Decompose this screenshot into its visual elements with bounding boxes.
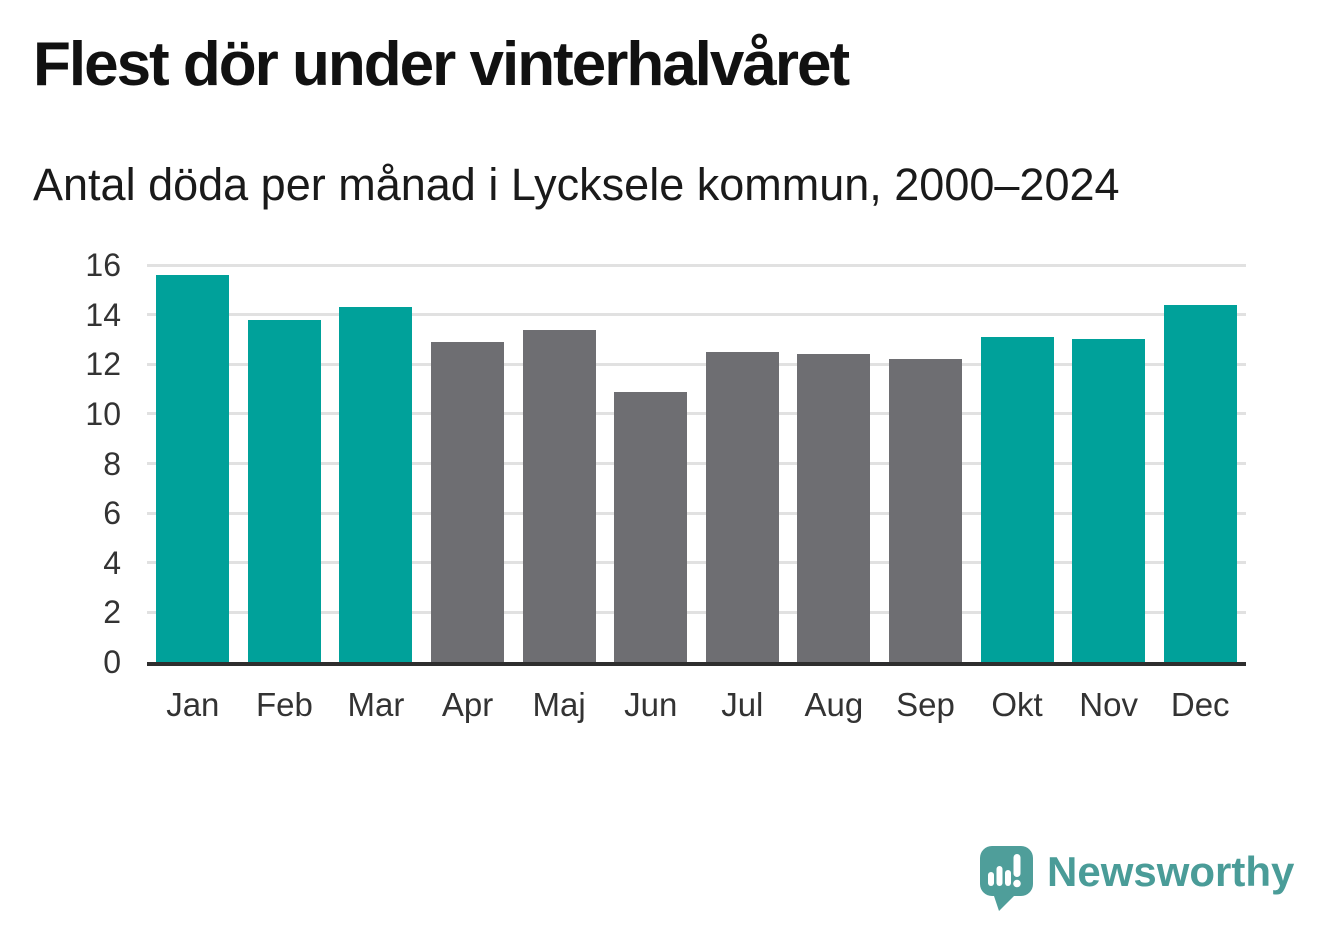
y-tick-label: 0 bbox=[103, 644, 121, 680]
x-tick-label: Dec bbox=[1170, 686, 1230, 723]
x-tick-label: Maj bbox=[532, 686, 586, 723]
bar-jul bbox=[705, 351, 779, 662]
x-tick-label: Nov bbox=[1079, 686, 1138, 723]
x-tick-label: Jun bbox=[624, 686, 678, 723]
icon-bar-medium bbox=[1005, 870, 1011, 886]
icon-bar-small bbox=[988, 872, 994, 886]
y-tick-label: 14 bbox=[85, 296, 121, 333]
bar-sep bbox=[888, 359, 962, 662]
bar-maj bbox=[522, 329, 596, 662]
bar-dec bbox=[1163, 304, 1237, 662]
y-tick-label: 16 bbox=[85, 247, 121, 283]
grid-line bbox=[147, 362, 1246, 366]
newsworthy-logo: Newsworthy bbox=[980, 846, 1294, 912]
x-tick-label: Okt bbox=[991, 686, 1043, 723]
x-tick-label: Mar bbox=[347, 686, 405, 723]
x-tick-label: Apr bbox=[441, 686, 494, 723]
y-tick-label: 8 bbox=[103, 445, 121, 482]
grid-line bbox=[147, 412, 1246, 416]
x-tick-label: Jul bbox=[721, 686, 764, 723]
x-tick-label: Jan bbox=[166, 686, 220, 723]
bar-jun bbox=[614, 391, 688, 662]
icon-bar-tall bbox=[996, 866, 1003, 886]
grid-line bbox=[147, 511, 1246, 515]
y-tick-label: 2 bbox=[103, 594, 121, 631]
chart-subtitle: Antal döda per månad i Lycksele kommun, … bbox=[33, 159, 1120, 210]
x-tick-label: Feb bbox=[255, 686, 313, 723]
y-tick-label: 10 bbox=[85, 395, 121, 432]
bar-nov bbox=[1072, 339, 1146, 662]
grid-line bbox=[147, 462, 1246, 465]
grid-line bbox=[147, 561, 1246, 565]
plot-area: 0 2 4 6 8 10 12 14 16 Jan Feb Mar Apr Maj Jun Jul Aug Sep… bbox=[85, 247, 1246, 723]
y-tick-label: 12 bbox=[85, 346, 121, 383]
y-tick-label: 4 bbox=[103, 544, 121, 581]
grid-line bbox=[147, 263, 1246, 267]
chart-title: Flest dör under vinterhalvåret bbox=[33, 30, 850, 99]
icon-exclamation-bar bbox=[1013, 854, 1021, 877]
bar-okt bbox=[980, 336, 1054, 662]
bar-aug bbox=[797, 354, 871, 662]
grid-line bbox=[147, 610, 1246, 614]
bar-feb bbox=[247, 319, 321, 662]
newsworthy-speech-bubble-barchart-icon bbox=[980, 846, 1033, 911]
x-tick-label: Sep bbox=[896, 686, 955, 723]
grid-line bbox=[147, 313, 1246, 317]
bar-apr bbox=[431, 341, 505, 662]
bar-jan bbox=[156, 274, 230, 662]
icon-exclamation-dot bbox=[1013, 879, 1021, 888]
newsworthy-wordmark: Newsworthy bbox=[1047, 848, 1295, 895]
x-tick-label: Aug bbox=[804, 686, 864, 723]
y-tick-label: 6 bbox=[103, 495, 121, 532]
bar-mar bbox=[339, 307, 413, 662]
